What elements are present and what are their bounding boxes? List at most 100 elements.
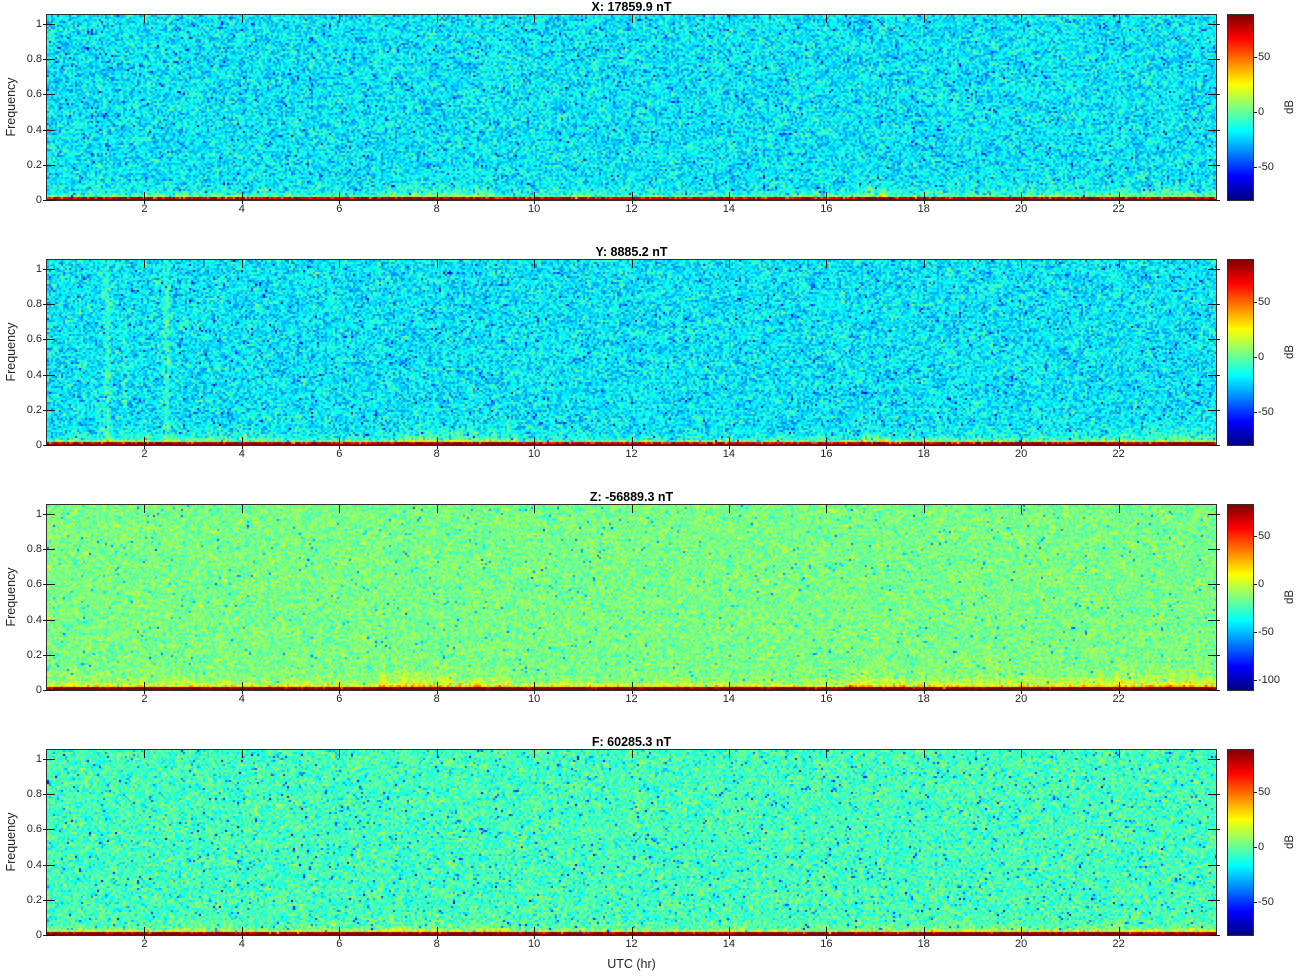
x-tick-label: 14 xyxy=(722,448,736,460)
x-tick-mark xyxy=(241,15,243,23)
panel-Z: Z: -56889.3 nT Frequency 0 0.2 0.4 0.6 0.8 1 2 4 6… xyxy=(0,490,1305,735)
colorbar-canvas xyxy=(1228,15,1253,200)
x-tick-label: 14 xyxy=(722,693,736,705)
x-tick-label: 18 xyxy=(917,203,930,215)
x-tick-label: 2 xyxy=(141,203,148,215)
spectrogram-canvas xyxy=(47,505,1216,690)
x-tick-label: 22 xyxy=(1112,203,1125,215)
y-tick-mark xyxy=(1208,549,1220,551)
x-tick-mark xyxy=(1118,192,1120,204)
x-tick-mark xyxy=(728,927,730,939)
colorbar-tick-mark xyxy=(1253,584,1257,585)
colorbar-label: dB xyxy=(1284,589,1296,605)
colorbar xyxy=(1227,749,1254,936)
x-tick-mark xyxy=(1021,437,1023,449)
y-tick-label: 1 xyxy=(35,262,42,275)
y-tick-mark xyxy=(43,690,55,691)
x-tick-label: 12 xyxy=(625,938,638,950)
y-tick-label: 0.4 xyxy=(26,368,42,381)
y-tick-label: 1 xyxy=(35,507,42,520)
y-tick-mark xyxy=(1208,758,1220,760)
y-tick-mark xyxy=(43,23,55,25)
spectrogram-canvas xyxy=(47,260,1216,445)
x-tick-mark xyxy=(923,15,925,23)
colorbar-tick-mark xyxy=(1253,846,1257,848)
x-tick-mark xyxy=(826,750,828,758)
x-tick-label: 18 xyxy=(917,693,930,705)
y-tick-mark xyxy=(43,268,55,270)
y-tick-mark xyxy=(43,164,55,166)
colorbar-label: dB xyxy=(1284,344,1296,360)
x-tick-mark xyxy=(631,437,633,449)
x-tick-label: 2 xyxy=(141,448,148,460)
x-tick-mark xyxy=(923,750,925,758)
y-tick-mark xyxy=(1208,164,1220,166)
x-tick-mark xyxy=(144,505,146,513)
panel-X: X: 17859.9 nT Frequency 0 0.2 0.4 0.6 0.8 1 2 4 6 8… xyxy=(0,0,1305,245)
colorbar-tick-label: 0 xyxy=(1258,840,1265,853)
y-tick-label: 0 xyxy=(35,929,42,941)
colorbar-tick-mark xyxy=(1253,301,1257,303)
x-tick-label: 2 xyxy=(141,938,148,950)
x-tick-mark xyxy=(436,927,438,939)
x-tick-mark xyxy=(436,682,438,694)
colorbar-tick-label: 0 xyxy=(1258,105,1265,118)
x-tick-mark xyxy=(144,437,146,449)
y-tick-mark xyxy=(1208,200,1220,201)
y-tick-mark xyxy=(43,445,55,446)
x-tick-mark xyxy=(631,260,633,268)
x-tick-mark xyxy=(826,15,828,23)
y-tick-mark xyxy=(1208,445,1220,446)
y-tick-mark xyxy=(43,94,55,96)
x-tick-mark xyxy=(631,682,633,694)
x-tick-mark xyxy=(1118,750,1120,758)
x-tick-mark xyxy=(534,260,536,268)
x-tick-mark xyxy=(339,682,341,694)
y-tick-mark xyxy=(43,584,55,586)
colorbar-tick-label: -100 xyxy=(1258,674,1281,687)
y-tick-mark xyxy=(43,935,55,936)
x-tick-mark xyxy=(1021,682,1023,694)
colorbar-tick-label: -50 xyxy=(1258,405,1274,418)
x-tick-mark xyxy=(534,437,536,449)
x-tick-label: 4 xyxy=(238,938,245,950)
x-tick-label: 20 xyxy=(1015,938,1028,950)
x-tick-label: 14 xyxy=(722,203,736,215)
x-tick-mark xyxy=(826,437,828,449)
y-tick-label: 0.8 xyxy=(26,53,42,66)
x-tick-mark xyxy=(241,192,243,204)
x-tick-mark xyxy=(144,15,146,23)
colorbar-label: dB xyxy=(1284,834,1296,850)
y-tick-mark xyxy=(43,654,55,656)
x-tick-mark xyxy=(826,260,828,268)
y-tick-mark xyxy=(43,899,55,901)
y-tick-mark xyxy=(1208,59,1220,61)
y-tick-label: 0.4 xyxy=(26,123,42,136)
x-tick-label: 4 xyxy=(238,693,245,705)
x-tick-mark xyxy=(728,505,730,513)
y-tick-mark xyxy=(1208,690,1220,691)
x-tick-mark xyxy=(436,437,438,449)
y-tick-label: 1 xyxy=(35,17,42,30)
x-tick-mark xyxy=(631,505,633,513)
x-tick-mark xyxy=(728,15,730,23)
x-tick-label: 6 xyxy=(336,938,343,950)
y-tick-mark xyxy=(43,200,55,201)
x-tick-mark xyxy=(826,192,828,204)
x-tick-mark xyxy=(1021,505,1023,513)
x-tick-mark xyxy=(728,260,730,268)
x-tick-mark xyxy=(436,260,438,268)
x-tick-label: 16 xyxy=(820,693,833,705)
x-tick-mark xyxy=(1021,927,1023,939)
y-tick-mark xyxy=(43,549,55,551)
x-tick-label: 20 xyxy=(1015,448,1028,460)
x-tick-mark xyxy=(241,505,243,513)
y-tick-label: 0.6 xyxy=(26,823,42,836)
x-tick-mark xyxy=(923,260,925,268)
colorbar xyxy=(1227,259,1254,446)
x-tick-mark xyxy=(1118,682,1120,694)
x-tick-mark xyxy=(728,750,730,758)
x-tick-mark xyxy=(339,750,341,758)
colorbar-tick-label: 50 xyxy=(1258,295,1271,308)
y-tick-mark xyxy=(43,829,55,831)
